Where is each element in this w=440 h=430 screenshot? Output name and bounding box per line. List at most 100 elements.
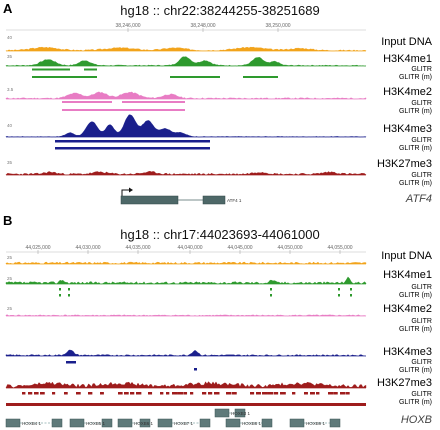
track-sublabel-glitr: GLITR: [411, 172, 432, 179]
track-sublabel-glitr: GLITR: [411, 66, 432, 73]
track-sublabel-glitr-m: GLITR (m): [398, 326, 432, 333]
ruler-b-tick-label: 44,055,000: [327, 245, 352, 251]
glitr-region: [40, 392, 45, 395]
glitr-region: [34, 392, 39, 395]
glitr-m-region: [59, 294, 61, 297]
glitr-region: [62, 101, 112, 103]
track-h3k4me2-signal: [5, 91, 367, 100]
glitr-region: [262, 392, 268, 395]
glitr-region: [55, 140, 210, 143]
track-label-h3k4me2: H3K4me2: [383, 86, 432, 98]
hoxb-gene-model-exon: [234, 408, 246, 418]
track-sublabel-glitr-m: GLITR (m): [398, 145, 432, 152]
glitr-m-region: [32, 76, 97, 78]
ruler-b-tick-label: 44,030,000: [75, 245, 100, 251]
hoxb-gene-model-exon: [51, 418, 63, 428]
glitr-region: [118, 392, 123, 395]
glitr-region: [68, 288, 70, 291]
glitr-region: [148, 392, 153, 395]
scale-label: 25: [7, 306, 13, 311]
ruler-b-tick-label: 44,050,000: [277, 245, 302, 251]
hoxb-gene-model-exon: [69, 418, 85, 428]
hoxb-gene-model-label: HOXB9 1: [306, 421, 326, 426]
track-sublabel-glitr: GLITR: [411, 318, 432, 325]
track-sublabel-glitr-m: GLITR (m): [398, 180, 432, 187]
scale-label: 40: [7, 123, 13, 128]
glitr-region: [178, 392, 184, 395]
glitr-region: [66, 361, 76, 364]
glitr-region: [208, 392, 213, 395]
glitr-region: [64, 392, 68, 395]
hoxb-gene-model-exon: [139, 418, 151, 428]
hoxb-gene-model-exon: [261, 418, 273, 428]
glitr-region: [124, 392, 129, 395]
hoxb-gene-model-label: HOXB6 1: [134, 421, 154, 426]
glitr-m-region: [243, 76, 278, 78]
glitr-region: [190, 392, 194, 395]
glitr-region: [334, 392, 338, 395]
track-label-input: Input DNA: [381, 36, 432, 48]
glitr-region: [226, 392, 232, 395]
track-label-h3k4me1: H3K4me1: [383, 269, 432, 281]
glitr-region: [184, 392, 188, 395]
scale-label: 35: [7, 54, 13, 59]
panel-letter: A: [3, 1, 13, 16]
glitr-region: [172, 392, 178, 395]
track-plot: 38,246,000 38,248,000 38,250,000 40 35 3.5 40 3…: [5, 23, 367, 212]
ruler-b-tick-label: 44,035,000: [125, 245, 150, 251]
track-sublabel-glitr-m: GLITR (m): [398, 108, 432, 115]
track-sublabel-glitr: GLITR: [411, 137, 432, 144]
glitr-m-region: [6, 403, 366, 406]
glitr-m-region: [68, 294, 70, 297]
glitr-region: [59, 288, 61, 291]
track-label-h3k4me2: H3K4me2: [383, 303, 432, 315]
hoxb-gene-model-exon: [289, 418, 305, 428]
track-label-h3k27me3: H3K27me3: [376, 158, 432, 170]
track-sublabel-glitr: GLITR: [411, 100, 432, 107]
gene-label: HOXB: [400, 414, 432, 426]
glitr-region: [28, 392, 33, 395]
glitr-region: [280, 392, 286, 395]
glitr-region: [232, 392, 237, 395]
ruler-b-tick-label: 44,040,000: [177, 245, 202, 251]
track-label-h3k4me3: H3K4me3: [383, 346, 432, 358]
glitr-region: [274, 392, 279, 395]
glitr-region: [346, 392, 350, 395]
glitr-region: [160, 392, 164, 395]
track-sublabel-glitr: GLITR: [411, 391, 432, 398]
glitr-region: [292, 392, 296, 395]
glitr-region: [52, 392, 56, 395]
glitr-m-region: [270, 294, 272, 297]
ruler-b-tick-label: 44,045,000: [227, 245, 252, 251]
glitr-region: [100, 392, 104, 395]
track-h3k27me3-signal: [5, 170, 367, 176]
panel-title: hg18 :: chr17:44023693-44061000: [120, 227, 320, 242]
glitr-m-region: [338, 294, 340, 297]
ruler-b-tick-label: 44,025,000: [25, 245, 50, 251]
glitr-region: [328, 392, 334, 395]
hoxb-gene-model-exon: [101, 418, 113, 428]
track-sublabel-glitr-m: GLITR (m): [398, 367, 432, 374]
glitr-m-region: [55, 147, 210, 150]
glitr-region: [130, 392, 135, 395]
scale-label: 40: [7, 35, 13, 40]
scale-label: 3.5: [7, 87, 14, 92]
ruler-a-tick-label: 38,246,000: [115, 23, 140, 29]
panel-b: B hg18 :: chr17:44023693-44061000 44,025…: [0, 212, 440, 430]
hoxb-gene-model-label: HOXB3 1: [231, 411, 251, 416]
glitr-region: [88, 392, 93, 395]
glitr-region: [22, 392, 26, 395]
track-label-h3k27me3: H3K27me3: [376, 377, 432, 389]
glitr-region: [340, 392, 346, 395]
scale-label: 35: [7, 160, 13, 165]
hoxb-gene-model-exon: [329, 418, 341, 428]
glitr-region: [304, 392, 308, 395]
track-sublabel-glitr: GLITR: [411, 284, 432, 291]
glitr-m-region: [350, 294, 352, 297]
hoxb-gene-model-label: HOXB8 1: [242, 421, 262, 426]
gene-label: ATF4: [405, 193, 432, 205]
track-input-signal: [5, 46, 367, 52]
glitr-region: [166, 392, 170, 395]
glitr-region: [84, 68, 97, 71]
glitr-m-region: [170, 76, 220, 78]
